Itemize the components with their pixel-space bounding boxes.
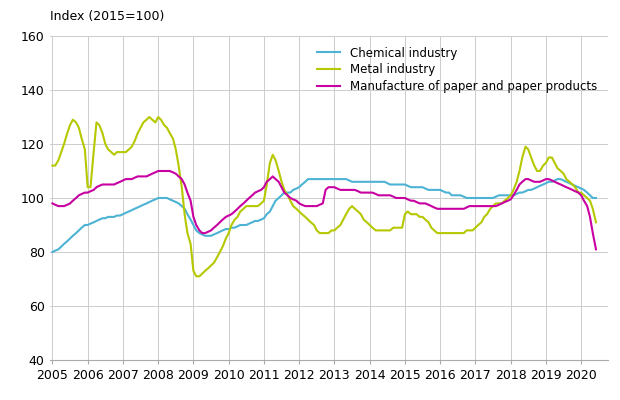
Legend: Chemical industry, Metal industry, Manufacture of paper and paper products: Chemical industry, Metal industry, Manuf… — [312, 42, 601, 98]
Text: Index (2015=100): Index (2015=100) — [50, 10, 164, 23]
